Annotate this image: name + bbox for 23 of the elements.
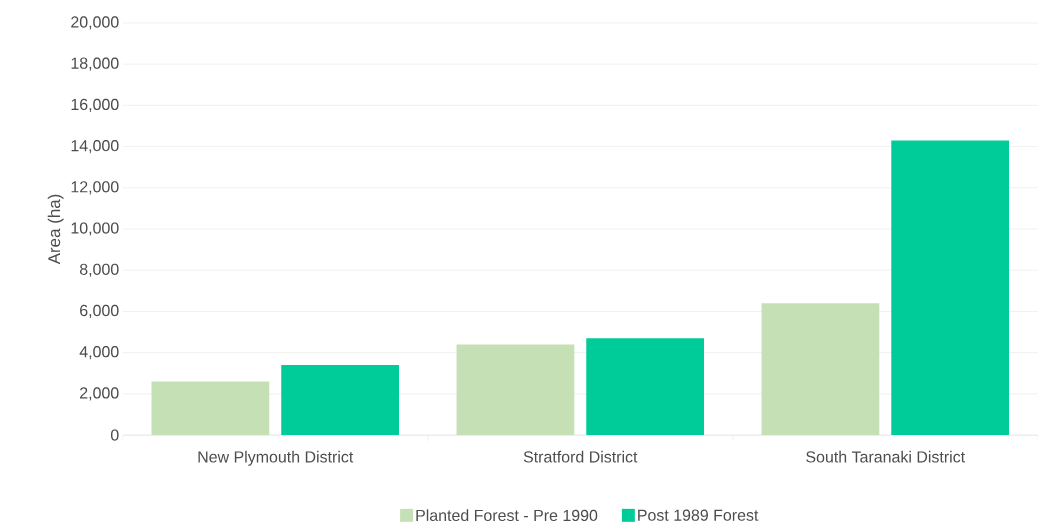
y-tick-label: 14,000 bbox=[71, 139, 119, 153]
y-tick-label: 8,000 bbox=[79, 263, 119, 277]
y-tick-label: 20,000 bbox=[71, 16, 119, 30]
legend-label: Post 1989 Forest bbox=[638, 509, 759, 521]
bar bbox=[586, 338, 705, 435]
y-tick-label: 4,000 bbox=[79, 345, 119, 360]
x-tick-label: Stratford District bbox=[523, 450, 638, 463]
x-tick-label: South Taranaki District bbox=[806, 450, 965, 463]
legend-label: Planted Forest - Pre 1990 bbox=[416, 509, 598, 521]
y-tick-label: 10,000 bbox=[71, 222, 119, 236]
y-tick-label: 18,000 bbox=[71, 57, 119, 71]
bar bbox=[151, 381, 270, 435]
y-tick-label: 12,000 bbox=[71, 181, 119, 195]
bar bbox=[761, 303, 880, 435]
bar bbox=[281, 364, 399, 435]
bar bbox=[456, 344, 575, 435]
bar bbox=[891, 140, 1010, 435]
x-tick-label: New Plymouth District bbox=[198, 450, 354, 466]
y-tick-label: 2,000 bbox=[80, 387, 119, 401]
y-tick-label: 16,000 bbox=[71, 98, 119, 112]
y-tick-label: 6,000 bbox=[80, 304, 119, 318]
y-tick-label: 0 bbox=[110, 429, 119, 441]
y-axis-title: Area (ha) bbox=[47, 194, 64, 265]
